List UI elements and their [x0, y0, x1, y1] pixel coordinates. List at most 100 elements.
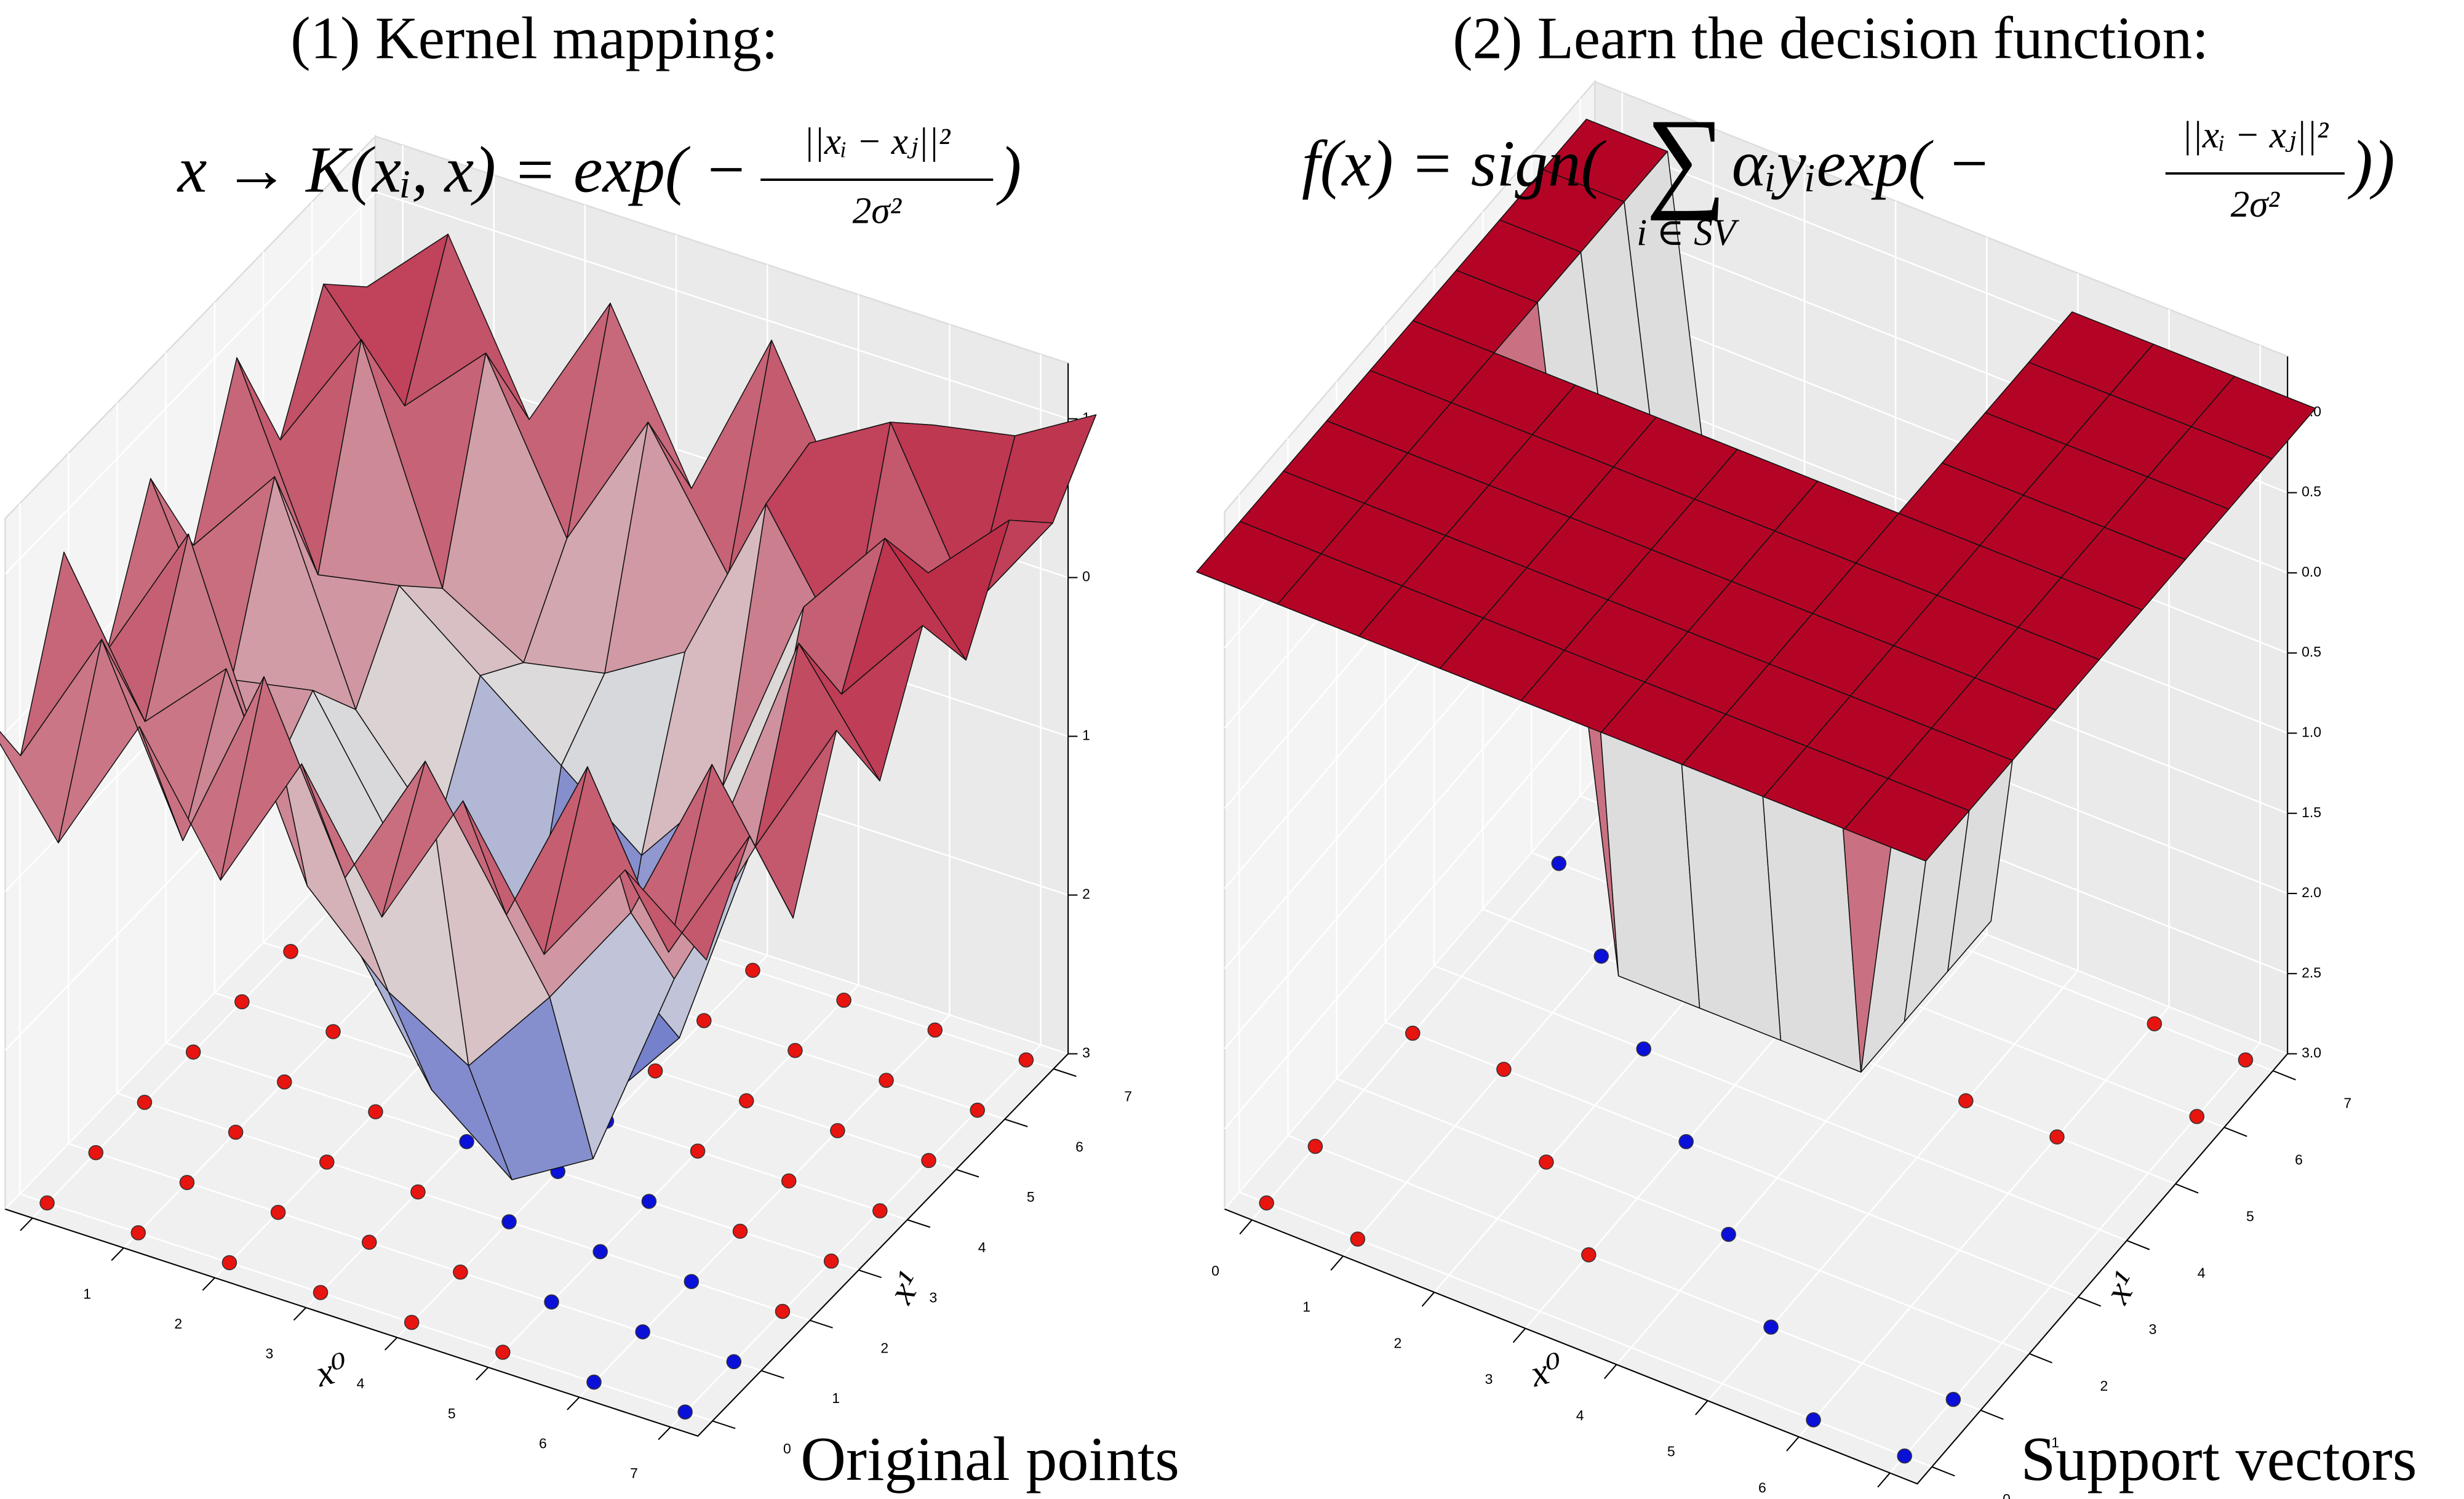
- data-point: [726, 1354, 742, 1370]
- data-point: [635, 1324, 650, 1340]
- formula: αᵢyᵢexp( −: [1732, 127, 1992, 200]
- tick-mark: [20, 1217, 33, 1231]
- data-point: [1018, 1052, 1034, 1068]
- y-axis-label: x¹: [2096, 1265, 2147, 1311]
- x-tick-label: 6: [539, 1435, 547, 1451]
- formula-denominator: 2σ²: [2231, 183, 2281, 225]
- x-tick-label: 2: [174, 1316, 182, 1332]
- z-tick-label: 3.0: [2302, 1045, 2321, 1061]
- tick-mark: [658, 1426, 671, 1441]
- data-point: [677, 1404, 693, 1420]
- data-point: [1593, 948, 1609, 964]
- y-tick-label: 7: [2343, 1095, 2351, 1111]
- data-point: [368, 1104, 383, 1120]
- axis-line: [5, 1053, 1069, 1437]
- data-point: [781, 1173, 797, 1189]
- formula-denominator: 2σ²: [853, 190, 903, 231]
- tick-mark: [2126, 1239, 2150, 1250]
- tick-mark: [712, 1420, 736, 1429]
- z-tick-label: 2.0: [2302, 884, 2321, 900]
- formula: ): [995, 134, 1021, 207]
- data-point: [879, 1073, 894, 1088]
- subplot: 012345670123456710123x⁰x¹(1) Kernel mapp…: [0, 6, 1179, 1494]
- data-point: [592, 1244, 608, 1260]
- formula: x → K(xᵢ, x) = exp( −: [177, 134, 748, 207]
- y-tick-label: 3: [930, 1290, 938, 1306]
- caption: Original points: [800, 1425, 1179, 1494]
- z-tick-label: 1.0: [2302, 724, 2321, 740]
- tick-mark: [1603, 1364, 1617, 1380]
- data-point: [270, 1204, 286, 1220]
- tick-mark: [1786, 1436, 1800, 1452]
- x-tick-label: 1: [1302, 1299, 1310, 1315]
- data-point: [921, 1153, 936, 1169]
- z-tick-label: 1.5: [2302, 804, 2321, 820]
- data-point: [137, 1095, 153, 1110]
- y-tick-label: 5: [1027, 1189, 1035, 1205]
- surface-cell: [624, 835, 751, 961]
- tick-mark: [1053, 1068, 1077, 1077]
- tick-mark: [202, 1277, 215, 1291]
- data-point: [495, 1345, 511, 1360]
- formula: ∑: [1646, 95, 1726, 221]
- data-point: [1307, 1138, 1323, 1154]
- data-point: [745, 962, 760, 978]
- data-point: [684, 1274, 700, 1289]
- subplot-title: (2) Learn the decision function:: [1453, 6, 2209, 71]
- tick-mark: [760, 1370, 784, 1379]
- tick-mark: [476, 1367, 489, 1381]
- grid-line: [4, 191, 1069, 575]
- y-tick-label: 4: [978, 1239, 986, 1255]
- z-tick-label: 0.0: [2302, 564, 2321, 580]
- tick-mark: [907, 1219, 931, 1228]
- data-point: [927, 1022, 943, 1038]
- data-point: [1721, 1226, 1736, 1242]
- data-point: [1806, 1412, 1821, 1428]
- data-point: [836, 993, 851, 1008]
- formula: i ∈ SV: [1637, 212, 1740, 254]
- y-tick-label: 5: [2246, 1208, 2254, 1224]
- data-point: [319, 1154, 335, 1170]
- z-tick-label: 3: [1082, 1045, 1090, 1061]
- x-tick-label: 5: [448, 1405, 456, 1421]
- data-point: [221, 1255, 237, 1271]
- data-point: [775, 1303, 791, 1319]
- y-tick-label: 7: [1124, 1089, 1132, 1105]
- x-tick-label: 1: [83, 1286, 91, 1302]
- data-point: [185, 1044, 201, 1060]
- x-axis-label: x⁰: [1526, 1346, 1568, 1395]
- tick-mark: [2029, 1353, 2052, 1364]
- data-point: [39, 1195, 55, 1211]
- data-point: [283, 943, 298, 959]
- tick-mark: [1239, 1219, 1253, 1235]
- tick-mark: [2223, 1127, 2247, 1137]
- data-point: [544, 1294, 559, 1310]
- y-tick-label: 0: [783, 1441, 791, 1457]
- caption: Support vectors: [2021, 1425, 2417, 1494]
- tick-mark: [1931, 1466, 1955, 1477]
- formula-numerator: ||xᵢ − xⱼ||²: [803, 121, 951, 162]
- tick-mark: [1512, 1328, 1526, 1343]
- tick-mark: [567, 1396, 580, 1410]
- y-tick-label: 2: [2100, 1378, 2108, 1394]
- tick-mark: [858, 1269, 882, 1279]
- tick-mark: [111, 1247, 124, 1261]
- subplot-title: (1) Kernel mapping:: [290, 6, 778, 71]
- tick-mark: [2175, 1183, 2199, 1194]
- y-tick-label: 0: [2003, 1491, 2011, 1499]
- data-point: [1581, 1247, 1597, 1263]
- data-point: [459, 1134, 474, 1149]
- x-tick-label: 5: [1667, 1444, 1675, 1460]
- data-point: [88, 1145, 104, 1161]
- data-point: [361, 1234, 377, 1250]
- tick-mark: [955, 1169, 979, 1178]
- y-tick-label: 6: [2295, 1151, 2303, 1167]
- data-point: [586, 1374, 602, 1390]
- data-point: [228, 1124, 244, 1140]
- formula: f(x) = sign(: [1302, 127, 1607, 200]
- data-point: [732, 1223, 748, 1239]
- tick-mark: [1421, 1292, 1435, 1307]
- subplot: 01234567012345671.00.50.00.51.01.52.02.5…: [1196, 6, 2417, 1499]
